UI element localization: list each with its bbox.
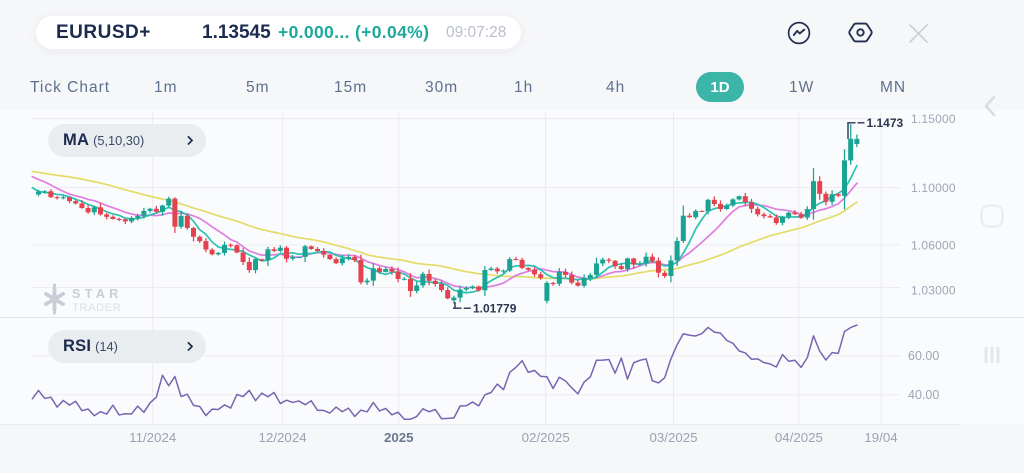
svg-text:1.03000: 1.03000 <box>911 283 956 297</box>
svg-text:19/04: 19/04 <box>864 430 897 445</box>
svg-text:STAR: STAR <box>72 287 123 301</box>
svg-text:02/2025: 02/2025 <box>522 430 570 445</box>
svg-text:60.00: 60.00 <box>908 349 939 363</box>
svg-text:03/2025: 03/2025 <box>649 430 697 445</box>
svg-text:11/2024: 11/2024 <box>129 430 176 445</box>
svg-text:1.10000: 1.10000 <box>911 181 956 195</box>
svg-text:1.01779: 1.01779 <box>473 301 517 315</box>
svg-text:04/2025: 04/2025 <box>775 430 823 445</box>
svg-text:1.1473: 1.1473 <box>867 116 904 130</box>
svg-text:12/2024: 12/2024 <box>259 430 307 445</box>
svg-text:40.00: 40.00 <box>908 388 939 402</box>
svg-text:TRADER: TRADER <box>72 302 121 314</box>
svg-text:2025: 2025 <box>384 430 414 445</box>
svg-text:1.15000: 1.15000 <box>911 112 956 126</box>
svg-text:1.06000: 1.06000 <box>911 238 956 252</box>
